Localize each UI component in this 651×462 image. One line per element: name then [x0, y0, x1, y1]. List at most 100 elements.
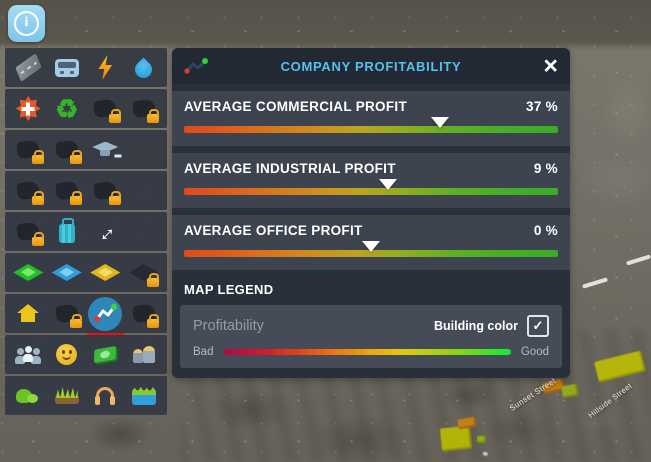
- map-building: [457, 416, 477, 430]
- map-building: [561, 383, 579, 399]
- infoview-sidebar: ♻ ↔: [5, 48, 167, 417]
- water-icon: [131, 56, 156, 82]
- sidebar-item-parks[interactable]: [9, 376, 48, 415]
- office-profit-slider[interactable]: [184, 241, 558, 257]
- stat-label: AVERAGE OFFICE PROFIT: [184, 223, 363, 238]
- sidebar-item-tourism[interactable]: [48, 212, 87, 251]
- industrial-profit-slider[interactable]: [184, 179, 558, 195]
- sidebar-item-zone-residential[interactable]: [9, 253, 48, 292]
- tourism-icon: [58, 218, 75, 243]
- sidebar-row: [5, 253, 167, 292]
- stat-commercial-profit: AVERAGE COMMERCIAL PROFIT 37 %: [172, 91, 570, 146]
- noise-icon: [94, 386, 116, 405]
- info-views-button[interactable]: i: [8, 5, 45, 42]
- slider-marker[interactable]: [431, 117, 450, 128]
- sidebar-item-workers[interactable]: [125, 335, 164, 374]
- sidebar-item-water[interactable]: [125, 48, 164, 87]
- sidebar-item-locked-5[interactable]: [9, 171, 48, 210]
- sidebar-item-groundwater[interactable]: [125, 376, 164, 415]
- home-icon: [17, 304, 40, 323]
- garbage-icon: ♻: [55, 93, 79, 124]
- legend-bad-label: Bad: [193, 346, 214, 358]
- map-legend-heading: MAP LEGEND: [184, 282, 274, 297]
- sidebar-item-happiness[interactable]: [48, 335, 87, 374]
- sidebar-item-zone-locked[interactable]: [125, 253, 164, 292]
- sidebar-row: [5, 48, 167, 87]
- profitability-icon: [88, 296, 123, 331]
- sidebar-item-population[interactable]: [9, 335, 48, 374]
- street-label: Hillside Street: [586, 381, 634, 420]
- stat-label: AVERAGE COMMERCIAL PROFIT: [184, 99, 408, 114]
- lock-icon: [147, 109, 159, 123]
- zone-office-icon: [90, 264, 120, 281]
- sidebar-item-education[interactable]: [86, 130, 125, 169]
- sidebar-item-noise[interactable]: [86, 376, 125, 415]
- parks-icon: [16, 387, 40, 405]
- lock-icon: [108, 109, 121, 123]
- sidebar-item-fertility[interactable]: [48, 376, 87, 415]
- population-icon: [15, 345, 41, 364]
- stat-value: 37 %: [526, 99, 558, 114]
- groundwater-icon: [131, 390, 156, 405]
- sidebar-item-roads[interactable]: [9, 48, 48, 87]
- sidebar-row: [5, 335, 167, 374]
- sidebar-item-locked-2[interactable]: [125, 89, 164, 128]
- legend-panel: Profitability Building color ✓ Bad Good: [180, 305, 562, 368]
- sidebar-item-electricity[interactable]: [86, 48, 125, 87]
- info-icon: i: [14, 11, 39, 36]
- sidebar-item-home[interactable]: [9, 294, 48, 333]
- stat-label: AVERAGE INDUSTRIAL PROFIT: [184, 161, 396, 176]
- close-icon[interactable]: ×: [534, 53, 558, 79]
- map-building: [594, 350, 646, 383]
- sidebar-item-locked-8[interactable]: [9, 212, 48, 251]
- workers-icon: [131, 345, 157, 364]
- sidebar-row: ↔: [5, 212, 167, 251]
- map-building: [483, 452, 488, 456]
- stat-office-profit: AVERAGE OFFICE PROFIT 0 %: [172, 215, 570, 270]
- sidebar-item-locked-6[interactable]: [48, 171, 87, 210]
- slider-marker[interactable]: [378, 179, 397, 190]
- healthcare-icon: [15, 96, 41, 121]
- sidebar-item-routes[interactable]: ↔: [86, 212, 125, 251]
- commercial-profit-slider[interactable]: [184, 117, 558, 133]
- lock-icon: [70, 314, 82, 328]
- stat-value: 9 %: [533, 161, 558, 176]
- sidebar-item-locked-3[interactable]: [9, 130, 48, 169]
- sidebar-item-transit[interactable]: [48, 48, 87, 87]
- sidebar-row: [5, 171, 167, 210]
- sidebar-item-healthcare[interactable]: [9, 89, 48, 128]
- sidebar-item-locked-9[interactable]: [48, 294, 87, 333]
- lock-icon: [70, 191, 82, 205]
- transit-icon: [54, 58, 79, 77]
- sidebar-item-locked-7[interactable]: [86, 171, 125, 210]
- sidebar-item-profitability[interactable]: [86, 294, 125, 333]
- lock-icon: [31, 150, 44, 164]
- road-lane-marking: [625, 254, 651, 266]
- panel-title: COMPANY PROFITABILITY: [280, 58, 462, 74]
- building-color-checkbox[interactable]: ✓: [527, 315, 549, 337]
- map-building: [477, 436, 486, 443]
- sidebar-row: [5, 294, 167, 333]
- sidebar-item-zone-office[interactable]: [86, 253, 125, 292]
- happiness-icon: [56, 344, 78, 365]
- slider-marker[interactable]: [362, 241, 380, 252]
- sidebar-item-money[interactable]: [86, 335, 125, 374]
- legend-good-label: Good: [520, 346, 549, 358]
- money-icon: [94, 345, 117, 364]
- street-label: Sunset Street: [507, 376, 558, 413]
- sidebar-row: [5, 376, 167, 415]
- roads-icon: [15, 53, 42, 82]
- lock-icon: [147, 314, 159, 328]
- stat-industrial-profit: AVERAGE INDUSTRIAL PROFIT 9 %: [172, 153, 570, 208]
- legend-gradient-bar: [223, 349, 511, 355]
- lock-icon: [147, 273, 159, 287]
- sidebar-row: [5, 130, 167, 169]
- routes-icon: ↔: [88, 214, 122, 248]
- sidebar-item-locked-4[interactable]: [48, 130, 87, 169]
- sidebar-item-zone-commercial[interactable]: [48, 253, 87, 292]
- sidebar-item-locked-1[interactable]: [86, 89, 125, 128]
- lock-icon: [31, 232, 44, 246]
- sidebar-item-locked-10[interactable]: [125, 294, 164, 333]
- zone-residential-icon: [13, 264, 43, 281]
- sidebar-item-garbage[interactable]: ♻: [48, 89, 87, 128]
